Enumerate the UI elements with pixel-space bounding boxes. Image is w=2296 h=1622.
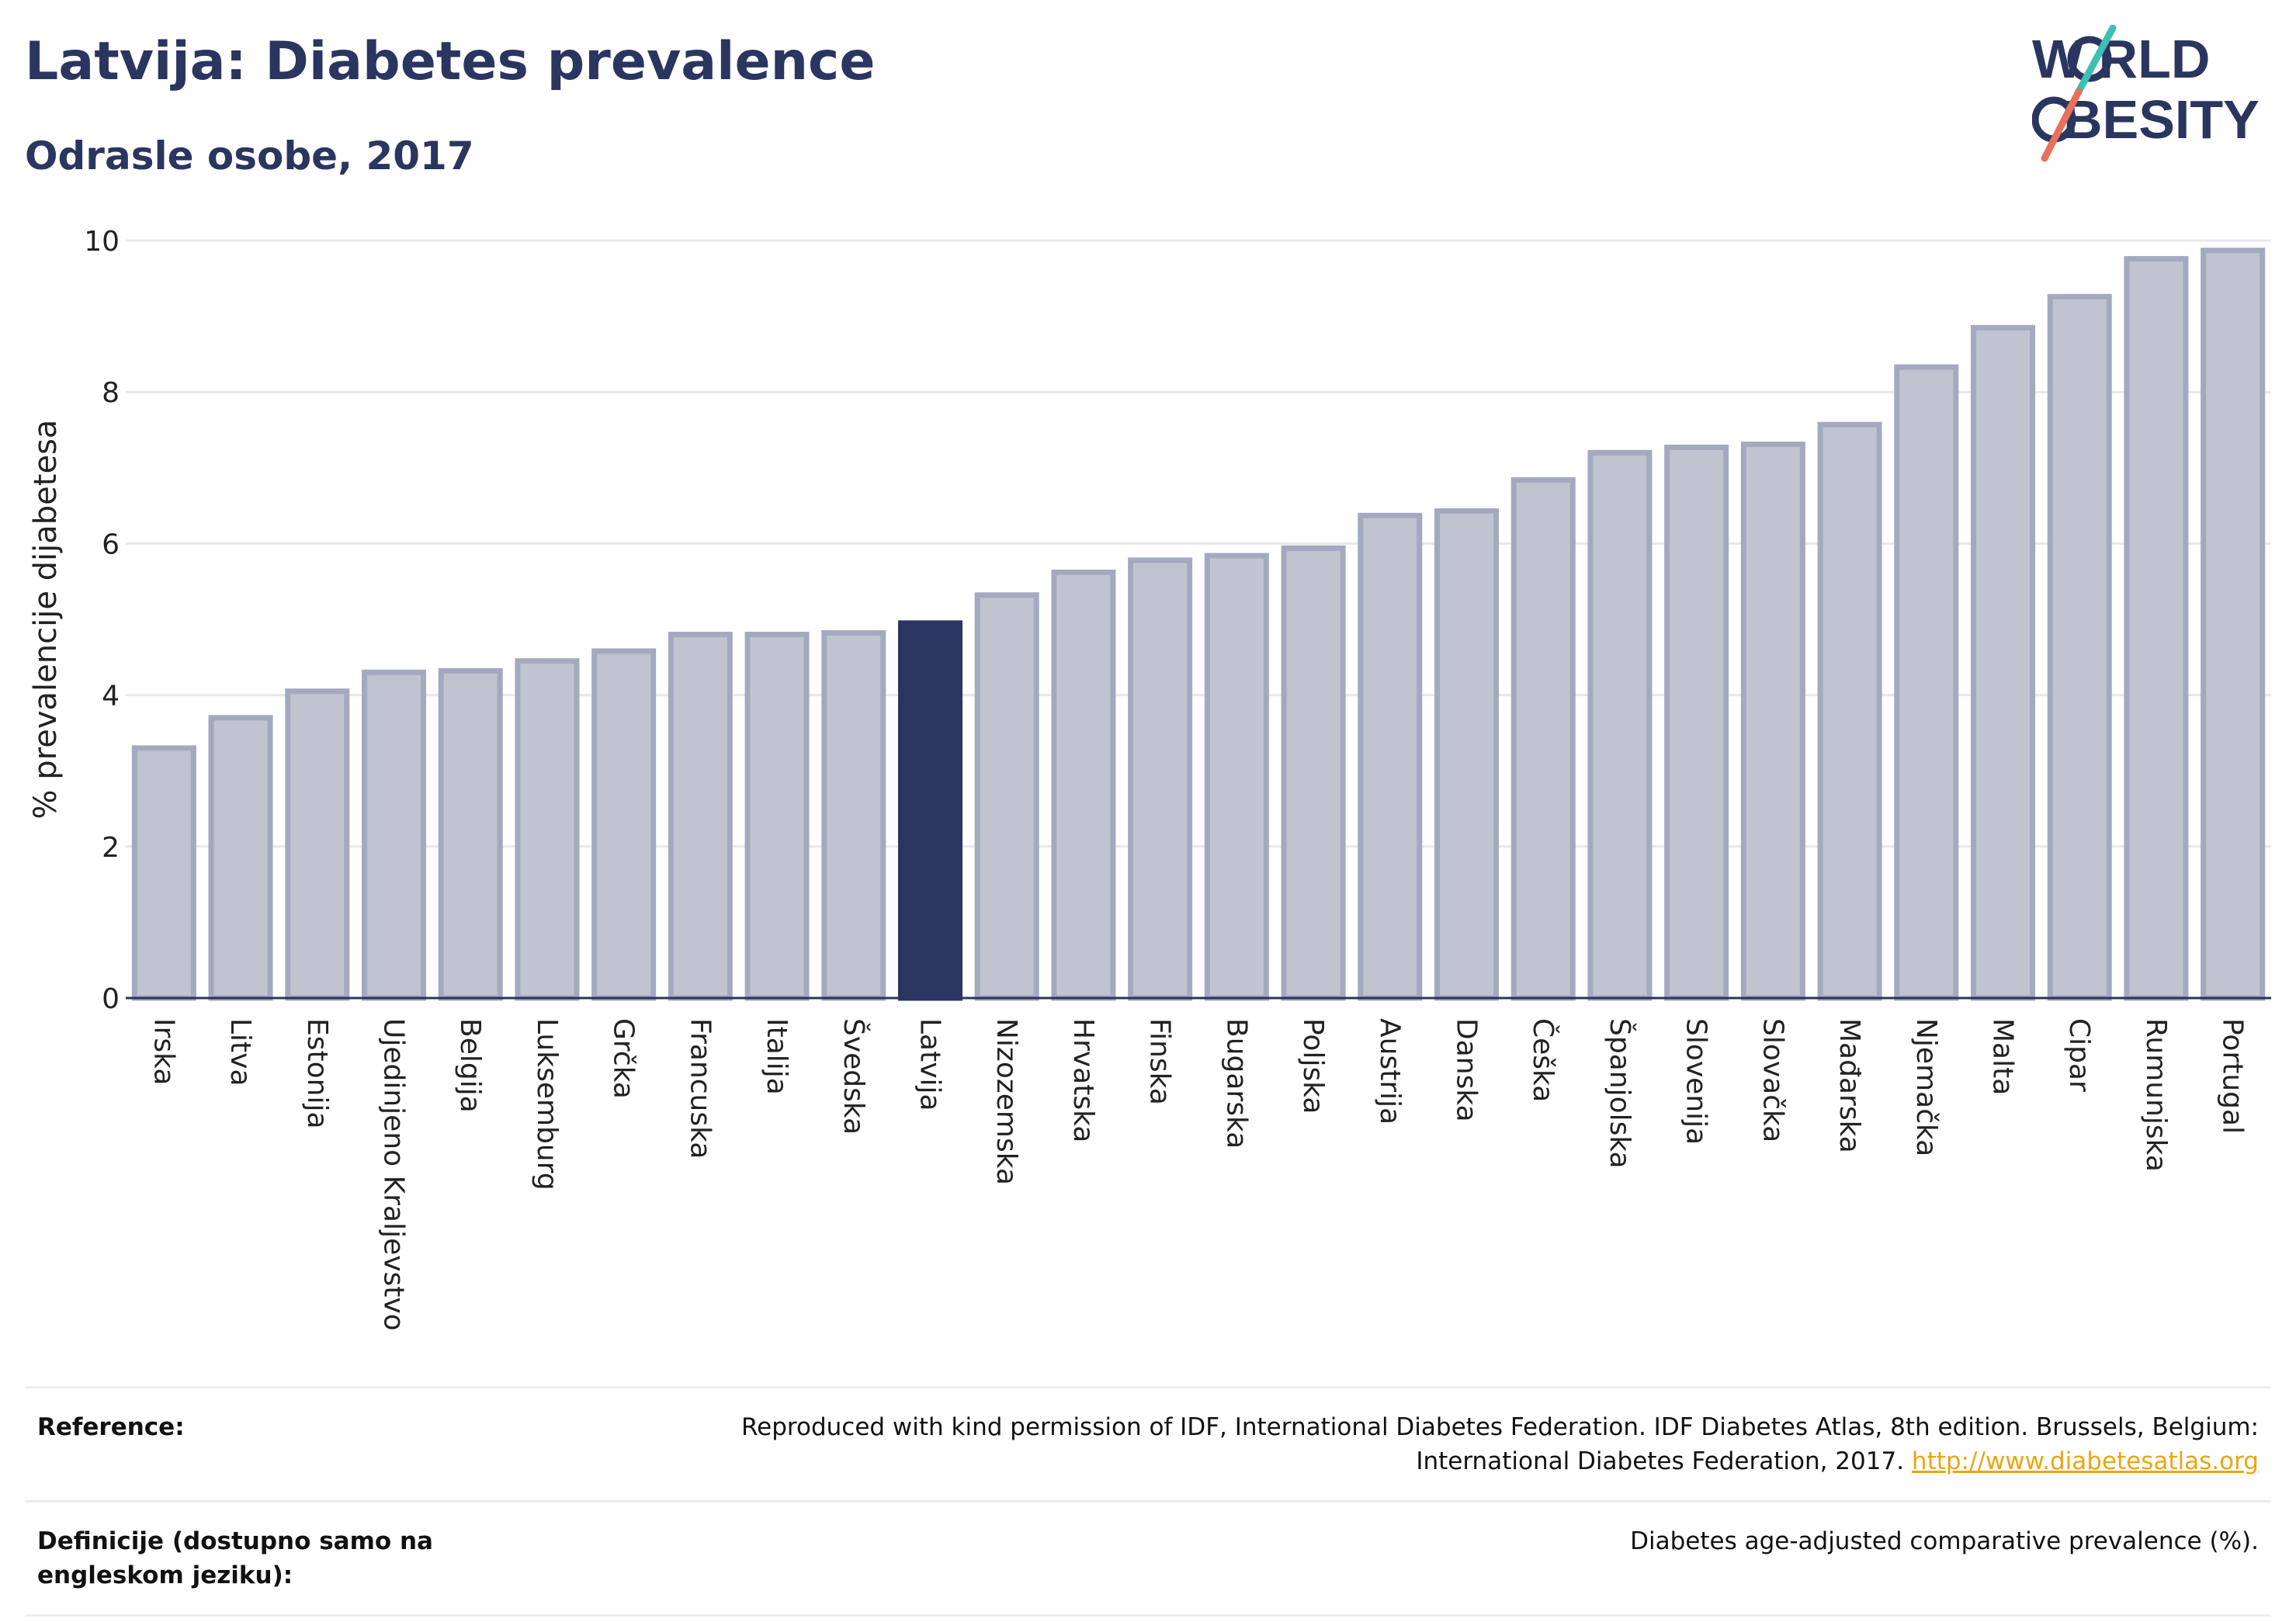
x-tick-label: Slovačka — [1757, 1018, 1788, 1142]
x-tick-label: Malta — [1987, 1018, 2019, 1095]
bar — [1281, 545, 1346, 1001]
x-tick-label: Latvija — [914, 1018, 946, 1111]
definition-label: Definicije (dostupno samo na engleskom j… — [37, 1527, 433, 1589]
chart-title: Latvija: Diabetes prevalence — [25, 31, 876, 92]
y-tick-label: 6 — [102, 529, 120, 560]
bar — [974, 592, 1039, 1001]
x-tick-label: Francuska — [684, 1018, 716, 1159]
x-tick-label: Rumunjska — [2140, 1018, 2172, 1172]
x-tick-label: Ujedinjeno Kraljevstvo — [378, 1018, 410, 1331]
definition-row: Definicije (dostupno samo na engleskom j… — [25, 1500, 2271, 1617]
x-tick-label: Danska — [1451, 1018, 1483, 1122]
bar — [1970, 324, 2036, 1001]
bar-highlight — [897, 620, 963, 1001]
bar — [1204, 553, 1269, 1001]
x-tick-label: Hrvatska — [1067, 1018, 1099, 1142]
bar — [1817, 421, 1882, 1001]
reference-label: Reference: — [37, 1413, 185, 1441]
y-tick-label: 2 — [102, 832, 120, 864]
y-tick-label: 10 — [84, 226, 120, 258]
x-tick-label: Finska — [1144, 1018, 1176, 1105]
x-tick-label: Mađarska — [1833, 1018, 1865, 1153]
bar — [1128, 557, 1193, 1001]
bar — [591, 648, 657, 1001]
bar — [1587, 449, 1653, 1001]
bar — [1510, 477, 1576, 1001]
bar — [131, 745, 196, 1001]
bar — [285, 688, 350, 1001]
bar — [744, 632, 810, 1001]
bar — [668, 632, 733, 1001]
x-tick-label: Estonija — [301, 1018, 333, 1129]
reference-row: Reference: Reproduced with kind permissi… — [25, 1386, 2271, 1500]
x-tick-label: Slovenija — [1680, 1018, 1712, 1145]
chart-subtitle: Odrasle osobe, 2017 — [25, 133, 474, 178]
bar — [438, 667, 503, 1001]
bar — [2047, 293, 2112, 1001]
x-tick-label: Grčka — [608, 1018, 640, 1099]
world-obesity-logo: W RLD BESITY — [2031, 24, 2280, 165]
bar — [1740, 442, 1805, 1001]
x-tick-label: Austrija — [1374, 1018, 1406, 1125]
bar — [1051, 569, 1116, 1001]
logo-line-2: BESITY — [2063, 89, 2260, 150]
world-obesity-logo-graphic: W RLD BESITY — [2031, 24, 2260, 162]
bar — [1894, 364, 1959, 1001]
bar — [361, 669, 427, 1001]
logo-slash-coral — [2041, 88, 2083, 162]
y-axis-label: % prevalencije dijabetesa — [28, 420, 64, 820]
x-tick-label: Italija — [761, 1018, 793, 1095]
x-tick-label: Cipar — [2063, 1018, 2095, 1092]
bar — [821, 630, 886, 1001]
x-tick-label: Češka — [1527, 1018, 1559, 1102]
footer-table: Reference: Reproduced with kind permissi… — [25, 1386, 2271, 1617]
logo-slash-teal — [2075, 24, 2117, 95]
definition-value: Diabetes age-adjusted comparative preval… — [1630, 1527, 2259, 1555]
y-tick-label: 8 — [102, 377, 120, 409]
reference-value: Reproduced with kind permission of IDF, … — [616, 1388, 2271, 1500]
bar — [515, 658, 580, 1001]
bar — [1358, 512, 1423, 1001]
x-tick-label: Litva — [224, 1018, 256, 1087]
bar — [2201, 248, 2266, 1001]
x-tick-label: Bugarska — [1220, 1018, 1252, 1149]
reference-text: Reproduced with kind permission of IDF, … — [741, 1413, 2259, 1475]
reference-link[interactable]: http://www.diabetesatlas.org — [1911, 1447, 2259, 1475]
x-tick-label: Njemačka — [1910, 1018, 1942, 1156]
x-tick-label: Irska — [147, 1018, 179, 1085]
bar — [1664, 444, 1729, 1001]
x-tick-label: Nizozemska — [990, 1018, 1022, 1185]
x-tick-label: Luksemburg — [531, 1018, 563, 1191]
x-tick-label: Portugal — [2217, 1018, 2249, 1134]
bar-chart: 0 2 4 6 8 10 % prevalencije dijabetesa Irska Lit… — [28, 226, 2271, 1331]
x-tick-label: Švedska — [838, 1018, 870, 1135]
y-tick-label: 4 — [102, 681, 120, 712]
x-tick-label: Belgija — [454, 1018, 486, 1113]
x-tick-label: Španjolska — [1604, 1018, 1636, 1169]
y-tick-label: 0 — [102, 983, 120, 1015]
logo-line-1: W RLD — [2032, 29, 2210, 89]
bar — [2124, 255, 2189, 1001]
bar — [208, 715, 273, 1001]
bar — [1434, 508, 1500, 1001]
x-tick-label: Poljska — [1297, 1018, 1329, 1114]
